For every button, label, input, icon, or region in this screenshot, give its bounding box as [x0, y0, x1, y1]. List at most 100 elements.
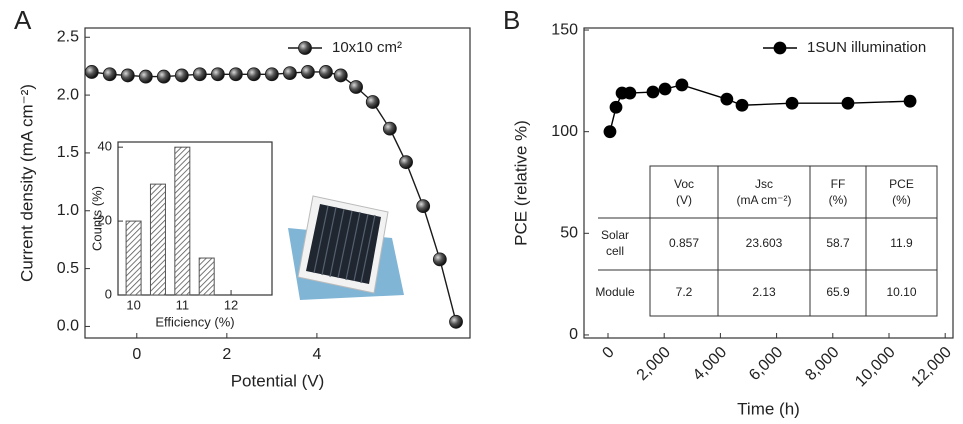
bar — [149, 183, 166, 296]
x-tick-label: 4 — [312, 346, 321, 363]
y-tick-label: 20 — [98, 213, 112, 228]
data-point — [174, 68, 189, 83]
data-point — [609, 100, 623, 114]
data-point — [675, 78, 689, 92]
data-point — [282, 66, 297, 81]
plot-frame — [84, 27, 471, 339]
x-tick-label: 0 — [599, 344, 617, 362]
data-point — [319, 65, 333, 79]
table-cell: 2.13 — [752, 285, 776, 299]
data-point — [399, 155, 413, 170]
x-tick-label: 10,000 — [852, 344, 899, 391]
x-tick-label: 8,000 — [802, 344, 842, 384]
data-point — [841, 96, 855, 110]
y-tick-label: 0.5 — [57, 260, 79, 277]
x-tick-label: 10 — [126, 297, 140, 312]
plot-frame — [117, 141, 273, 296]
x-axis-label: Efficiency (%) — [155, 314, 234, 329]
data-point — [228, 67, 243, 82]
table-header: (mA cm⁻²) — [737, 193, 792, 207]
table-header: FF — [831, 177, 846, 191]
data-point — [646, 85, 660, 99]
row-label: Solar — [601, 228, 629, 242]
y-tick-label: 2.0 — [57, 86, 79, 103]
data-point — [658, 82, 672, 96]
series-line — [91, 71, 457, 322]
data-point — [623, 86, 637, 100]
data-point — [720, 92, 734, 106]
bar — [174, 146, 191, 296]
y-tick-label: 150 — [551, 21, 578, 38]
table — [598, 165, 938, 317]
data-point — [432, 252, 447, 267]
y-tick-label: 2.5 — [57, 28, 79, 45]
panel-label: A — [14, 5, 32, 35]
table-header: (%) — [892, 193, 911, 207]
data-point — [785, 96, 799, 110]
y-tick-label: 40 — [98, 139, 112, 154]
row-label: cell — [606, 244, 624, 258]
table-header: (V) — [676, 193, 692, 207]
table-header: (%) — [829, 193, 848, 207]
data-point — [333, 68, 348, 83]
data-point — [264, 67, 279, 82]
data-point — [735, 98, 749, 112]
row-label: Module — [595, 285, 635, 299]
data-point — [349, 80, 363, 94]
data-point — [903, 94, 917, 108]
table-header: PCE — [889, 177, 914, 191]
y-axis-label: Current density (mA cm⁻²) — [17, 84, 36, 282]
data-point — [192, 67, 207, 82]
table-cell: 11.9 — [890, 236, 913, 250]
x-tick-label: 12 — [224, 297, 238, 312]
x-tick-label: 6,000 — [746, 344, 786, 384]
module-photo — [288, 195, 404, 300]
x-tick-label: 11 — [176, 297, 190, 312]
data-point — [365, 95, 380, 109]
x-tick-label: 0 — [132, 346, 141, 363]
x-axis-label: Potential (V) — [231, 371, 325, 390]
x-tick-label: 12,000 — [908, 344, 955, 391]
table-cell: 7.2 — [676, 285, 693, 299]
y-tick-label: 0 — [105, 286, 112, 301]
data-point — [120, 68, 135, 83]
table-cell: 0.857 — [669, 236, 699, 250]
plot-frame — [583, 27, 954, 339]
table-cell: 23.603 — [746, 236, 783, 250]
table-cell: 10.10 — [886, 285, 916, 299]
table-cell: 58.7 — [826, 236, 850, 250]
y-tick-label: 1.0 — [57, 202, 79, 219]
y-tick-label: 50 — [560, 225, 578, 242]
panel-label: B — [503, 5, 520, 35]
data-point — [300, 65, 315, 79]
y-tick-label: 0.0 — [57, 318, 79, 335]
data-point — [138, 69, 153, 84]
y-tick-label: 100 — [551, 123, 578, 140]
legend-label: 10x10 cm² — [332, 39, 402, 56]
table-cell: 65.9 — [826, 285, 850, 299]
x-tick-label: 2 — [222, 346, 231, 363]
legend-marker — [773, 41, 787, 55]
data-point — [449, 314, 463, 329]
bar — [198, 257, 215, 296]
table-header: Voc — [674, 177, 694, 191]
y-tick-label: 1.5 — [57, 144, 79, 161]
data-point — [210, 67, 225, 82]
y-axis-label: PCE (relative %) — [511, 120, 530, 246]
table-header: Jsc — [755, 177, 773, 191]
data-point — [246, 67, 261, 82]
legend-label: 1SUN illumination — [807, 39, 926, 56]
y-axis-label: Counts (%) — [89, 186, 104, 251]
legend-marker — [298, 41, 312, 55]
data-point — [102, 67, 117, 82]
data-point — [416, 199, 431, 214]
data-point — [603, 125, 617, 139]
data-point — [84, 65, 99, 79]
x-tick-label: 4,000 — [690, 344, 730, 384]
bar — [125, 220, 142, 296]
data-point — [156, 69, 171, 84]
data-point — [382, 121, 397, 136]
y-tick-label: 0 — [569, 326, 578, 343]
x-axis-label: Time (h) — [737, 399, 800, 418]
